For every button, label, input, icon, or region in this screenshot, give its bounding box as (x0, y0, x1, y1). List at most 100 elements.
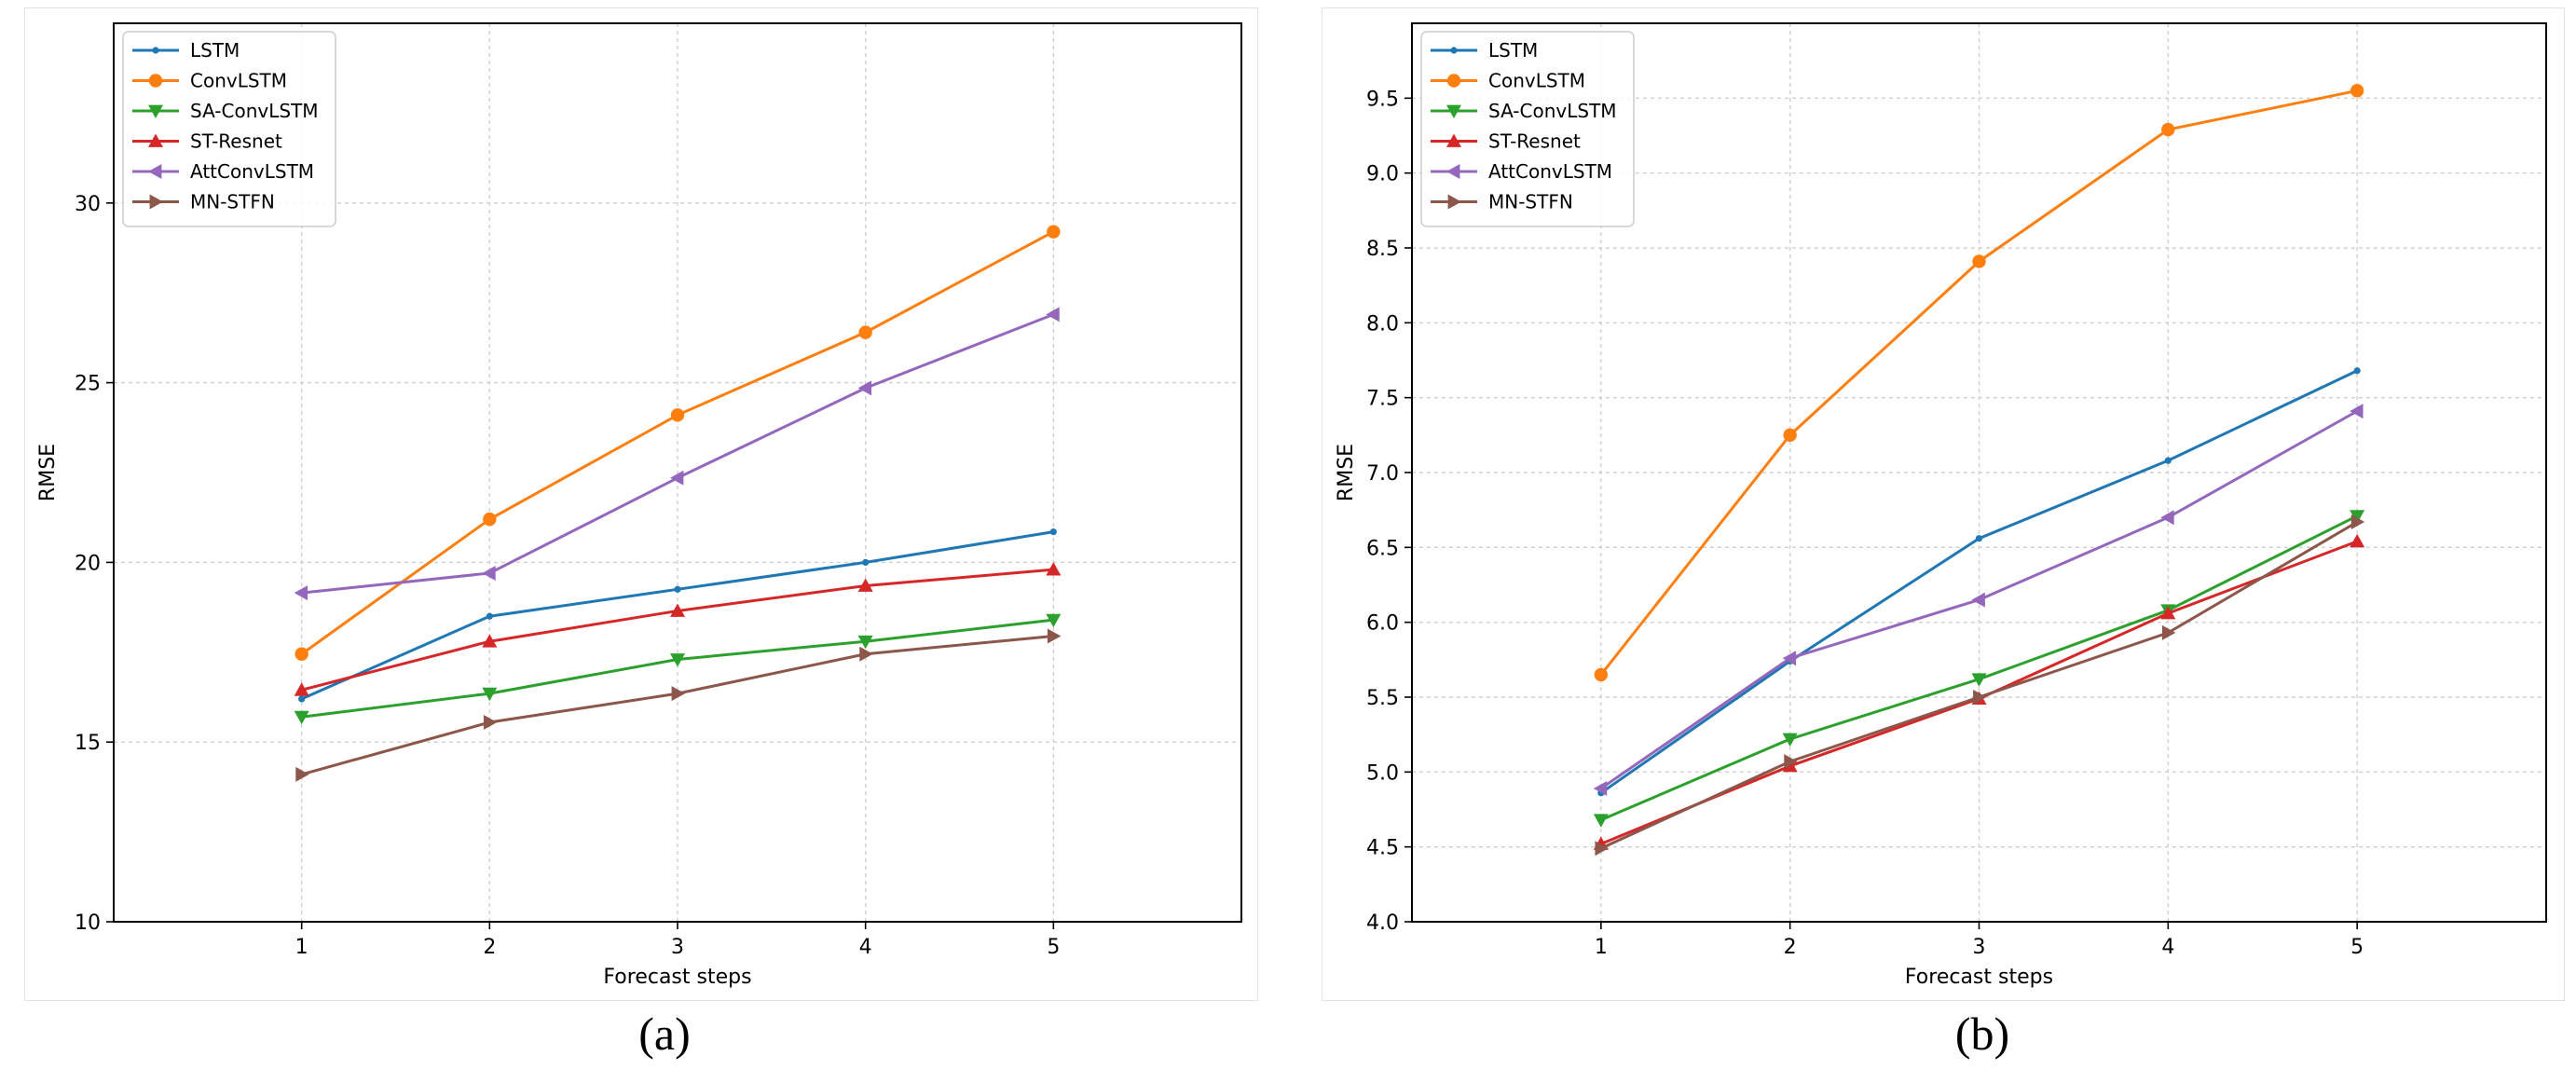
data-point-attconvlstm (1593, 781, 1608, 797)
y-tick-label: 9.0 (1366, 163, 1399, 186)
data-point-convlstm (1972, 254, 1986, 268)
data-point-attconvlstm (294, 585, 308, 601)
data-point-convlstm (1594, 667, 1609, 682)
legend-marker-st-resnet (148, 133, 163, 147)
data-point-st-resnet (294, 682, 309, 696)
data-point-mn-stfn (295, 766, 309, 782)
data-point-sa-convlstm (1971, 673, 1987, 687)
data-point-lstm (2353, 367, 2361, 375)
x-axis-label: Forecast steps (1905, 966, 2053, 989)
legend-label-lstm: LSTM (1488, 39, 1538, 62)
y-tick-label: 7.0 (1366, 462, 1399, 486)
x-tick-label: 2 (1784, 936, 1797, 959)
data-point-attconvlstm (1046, 307, 1060, 322)
legend-marker-mn-stfn (149, 194, 163, 210)
legend-marker-lstm (152, 47, 159, 54)
data-point-sa-convlstm (1782, 733, 1798, 747)
x-tick-label: 5 (2350, 936, 2364, 959)
legend: LSTM ConvLSTM SA-ConvLSTM ST-Resnet AttConvL… (122, 31, 336, 227)
y-tick-label: 25 (75, 373, 101, 396)
y-tick-label: 4.5 (1366, 837, 1399, 860)
legend-label-st-resnet: ST-Resnet (190, 130, 282, 153)
data-point-attconvlstm (2350, 404, 2364, 419)
legend-marker-attconvlstm (148, 164, 162, 179)
legend-label-lstm: LSTM (190, 39, 240, 62)
series-convlstm (295, 225, 1061, 661)
data-point-mn-stfn (2350, 514, 2365, 530)
data-point-sa-convlstm (482, 687, 498, 702)
data-point-mn-stfn (671, 686, 685, 702)
y-axis-label: RMSE (36, 444, 60, 501)
legend-label-convlstm: ConvLSTM (190, 70, 287, 92)
legend-marker-lstm (1450, 47, 1458, 54)
data-point-sa-convlstm (294, 710, 309, 725)
legend-label-sa-convlstm: SA-ConvLSTM (1488, 100, 1617, 122)
legend-marker-attconvlstm (1446, 164, 1460, 179)
y-axis-label: RMSE (1335, 444, 1358, 501)
data-point-attconvlstm (1971, 592, 1985, 608)
legend-label-sa-convlstm: SA-ConvLSTM (190, 100, 319, 122)
y-tick-label: 5.5 (1366, 687, 1399, 710)
data-point-mn-stfn (1595, 841, 1609, 857)
y-tick-label: 5.0 (1366, 761, 1399, 785)
legend-label-attconvlstm: AttConvLSTM (190, 160, 314, 183)
data-point-mn-stfn (2161, 624, 2176, 640)
chart-b: 4.0 4.5 5.0 5.5 6.0 6.5 7.0 7.5 8.0 8.5 9.0 9.5 1 2 3 4… (1335, 22, 2547, 989)
legend-marker-sa-convlstm (148, 104, 163, 118)
series-attconvlstm (1593, 404, 2364, 797)
legend-marker-sa-convlstm (1446, 104, 1461, 118)
x-axis-label: Forecast steps (603, 966, 751, 989)
series-lstm (1597, 367, 2361, 797)
data-point-mn-stfn (483, 714, 498, 730)
data-point-sa-convlstm (1593, 814, 1609, 828)
legend-label-attconvlstm: AttConvLSTM (1488, 160, 1612, 183)
data-point-convlstm (2350, 84, 2364, 98)
y-tick-label: 6.0 (1366, 612, 1399, 636)
data-point-st-resnet (670, 603, 685, 617)
caption-b: (b) (1954, 1008, 2010, 1060)
data-point-lstm (486, 612, 493, 620)
x-tick-label: 5 (1047, 936, 1060, 959)
series-st-resnet (294, 562, 1062, 696)
y-tick-label: 15 (75, 732, 101, 755)
series-sa-convlstm (1593, 510, 2365, 828)
data-point-convlstm (2161, 122, 2175, 137)
data-point-mn-stfn (1047, 628, 1062, 644)
data-point-st-resnet (1046, 562, 1062, 576)
y-tick-label: 6.5 (1366, 537, 1399, 560)
data-point-mn-stfn (859, 646, 873, 662)
legend-label-convlstm: ConvLSTM (1488, 70, 1585, 92)
data-point-convlstm (858, 325, 872, 339)
y-tick-label: 8.0 (1366, 312, 1399, 336)
data-point-attconvlstm (670, 470, 684, 486)
data-point-attconvlstm (857, 380, 872, 396)
x-tick-label: 3 (671, 936, 684, 959)
data-point-lstm (298, 695, 306, 703)
data-point-lstm (1049, 528, 1057, 536)
y-tick-label: 30 (75, 193, 101, 216)
legend: LSTM ConvLSTM SA-ConvLSTM ST-Resnet AttConvL… (1420, 31, 1635, 227)
y-tick-label: 8.5 (1366, 238, 1399, 261)
series-mn-stfn (1595, 514, 2365, 857)
data-point-lstm (2164, 457, 2172, 464)
series-st-resnet (1593, 533, 2365, 850)
data-point-lstm (862, 558, 870, 567)
x-tick-label: 4 (859, 936, 872, 959)
legend-marker-convlstm (148, 74, 163, 88)
data-point-attconvlstm (1782, 651, 1797, 666)
data-point-lstm (674, 585, 681, 593)
chart-a: 10 15 20 25 30 1 2 3 4 5 Forecast steps RMSE LSTM Con… (36, 22, 1242, 989)
y-tick-label: 20 (75, 552, 101, 575)
data-point-convlstm (295, 647, 308, 661)
series-convlstm (1594, 84, 2364, 682)
data-point-mn-stfn (1784, 754, 1798, 770)
x-tick-label: 3 (1973, 936, 1986, 959)
series-attconvlstm (294, 307, 1060, 601)
legend-marker-mn-stfn (1447, 194, 1461, 210)
series-sa-convlstm (294, 613, 1062, 725)
caption-a: (a) (638, 1008, 691, 1060)
y-tick-label: 7.5 (1366, 388, 1399, 411)
data-point-sa-convlstm (857, 635, 873, 650)
data-point-st-resnet (857, 578, 873, 592)
